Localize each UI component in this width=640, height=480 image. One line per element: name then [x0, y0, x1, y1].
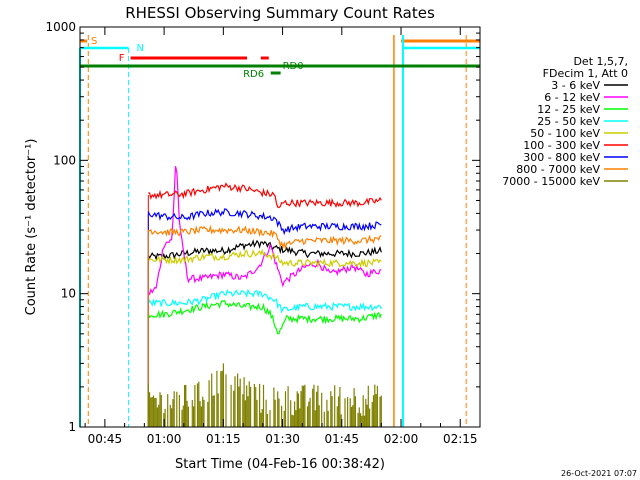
series-8-line	[148, 224, 382, 251]
plot-background	[80, 27, 480, 427]
flare-label: F	[119, 53, 125, 64]
data-layer	[147, 166, 382, 427]
series-6-line	[148, 182, 382, 209]
night-label: N	[136, 43, 143, 54]
timestamp: 26-Oct-2021 07:07	[561, 469, 637, 478]
saa-label: S	[91, 36, 97, 47]
y-axis-label: Count Rate (s⁻¹ detector⁻¹)	[24, 139, 39, 316]
legend-header-1: Det 1,5,7,	[573, 55, 628, 68]
x-tick-label-5: 01:45	[324, 432, 359, 446]
legend-label-1: 3 - 6 keV	[551, 79, 600, 92]
x-tick-label-3: 01:15	[206, 432, 241, 446]
chart-title: RHESSI Observing Summary Count Rates	[125, 4, 435, 22]
series-7-line	[147, 208, 382, 236]
legend-label-6: 100 - 300 keV	[523, 139, 600, 152]
legend-label-9: 7000 - 15000 keV	[502, 175, 600, 188]
x-tick-label-2: 01:00	[147, 432, 182, 446]
y-tick-label-4: 1000	[45, 20, 76, 34]
decim-rd6-label: RD6	[243, 69, 264, 80]
y-tick-label-3: 100	[53, 153, 76, 167]
x-axis-label: Start Time (04-Feb-16 00:38:42)	[175, 457, 385, 472]
legend-header-2: FDecim 1, Att 0	[543, 67, 628, 80]
plot-area	[80, 27, 480, 427]
x-tick-label-7: 02:15	[443, 432, 478, 446]
x-tick-label-1: 00:45	[88, 432, 123, 446]
x-tick-label-4: 01:30	[265, 432, 300, 446]
legend-label-4: 25 - 50 keV	[537, 115, 600, 128]
decim-rd0-label: RD0	[283, 61, 304, 72]
series-5-line	[147, 248, 382, 269]
legend-label-8: 800 - 7000 keV	[516, 163, 600, 176]
plot-frame	[79, 26, 481, 428]
legend-label-2: 6 - 12 keV	[544, 91, 600, 104]
legend-label-5: 50 - 100 keV	[530, 127, 600, 140]
legend-label-7: 300 - 800 keV	[523, 151, 600, 164]
axes-layer: 00:45 01:00 01:15 01:30 01:45 02:00 02:15 1 10 10…	[45, 20, 481, 446]
y-tick-label-2: 10	[61, 287, 76, 301]
series-1-line	[147, 239, 382, 261]
series-3-line	[147, 299, 382, 335]
legend-label-3: 12 - 25 keV	[537, 103, 600, 116]
x-tick-label-6: 02:00	[384, 432, 419, 446]
y-tick-label-1: 1	[68, 420, 76, 434]
series-4-line	[147, 288, 382, 314]
series-9	[147, 363, 382, 427]
